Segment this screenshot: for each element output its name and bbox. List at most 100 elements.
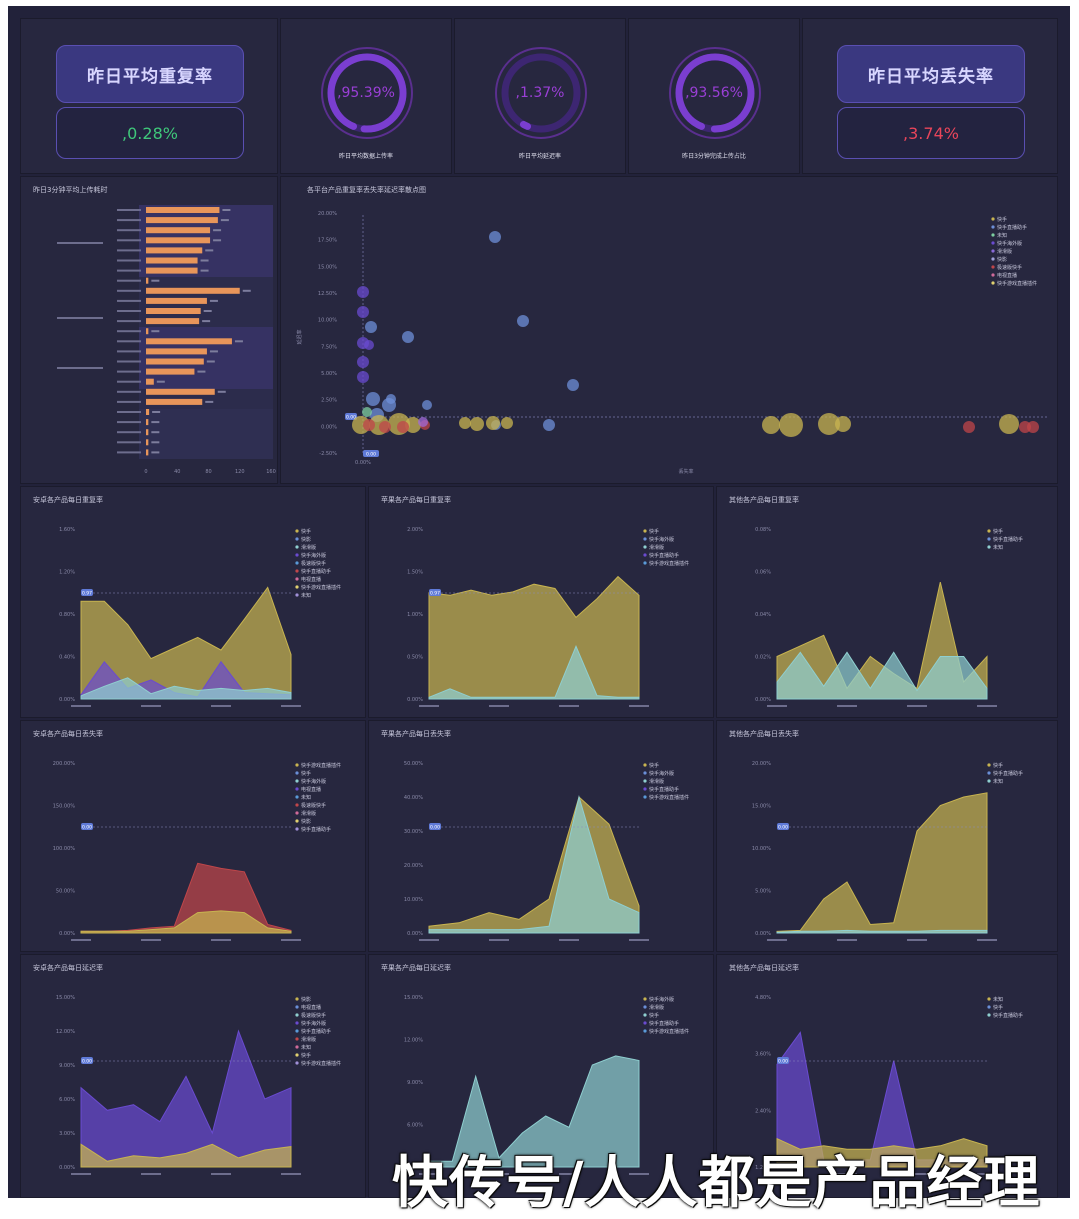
- area-legend-item: 快手: [301, 770, 311, 777]
- bar-category-label: [117, 289, 141, 292]
- bar-value-label: [152, 411, 161, 413]
- scatter-legend-item: 未知: [997, 232, 1007, 239]
- area-legend-swatch: [987, 529, 991, 533]
- area-y-tick: 0.80%: [59, 612, 75, 618]
- gauge-value: ,95.39%: [337, 85, 395, 101]
- area-y-tick: 6.00%: [407, 1123, 423, 1129]
- area-legend-item: 快手直播助手: [301, 826, 331, 833]
- area-y-tick: 10.00%: [752, 846, 771, 852]
- area-marker-label: 0.00: [778, 825, 788, 831]
- area-x-tick: [71, 939, 91, 941]
- area-legend-item: 快手: [993, 762, 1003, 769]
- area-y-tick: 0.00%: [755, 931, 771, 937]
- scatter-point: [567, 379, 579, 391]
- bar-category-label: [117, 431, 141, 434]
- area-legend-item: 滑滑版: [301, 1036, 316, 1043]
- area-y-tick: 9.00%: [59, 1063, 75, 1069]
- area-marker-label: 0.00: [778, 1059, 788, 1065]
- area-y-tick: 1.00%: [407, 612, 423, 618]
- area-x-tick: [629, 1173, 649, 1175]
- area-y-tick: 15.00%: [404, 995, 423, 1001]
- area-legend-swatch: [295, 1045, 299, 1049]
- scatter-legend-swatch: [991, 225, 995, 229]
- area-legend-item: 滑滑版: [649, 778, 664, 785]
- area-y-tick: 0.00%: [755, 697, 771, 703]
- ios-repeat-panel: 苹果各产品每日重复率 2.00% 1.50% 1.00% 0.50% 0.00% 0.97…: [368, 486, 714, 718]
- area-legend-item: 快手: [993, 1004, 1003, 1011]
- ios-delay-panel: 苹果各产品每日延迟率 15.00% 12.00% 9.00% 6.00% 3.00% 快手…: [368, 954, 714, 1198]
- bar-category-label: [117, 350, 141, 353]
- area-marker-badge: [777, 823, 789, 830]
- area-legend-item: 快手海外版: [301, 778, 326, 785]
- area-y-tick: 0.04%: [755, 612, 771, 618]
- scatter-y-tick: 12.50%: [318, 291, 337, 297]
- panel-title: 苹果各产品每日重复率: [381, 496, 451, 504]
- bar-value-label: [242, 289, 251, 292]
- area-y-tick: 0.00%: [407, 697, 423, 703]
- scatter-point: [470, 417, 484, 431]
- scatter-legend-item: 快手: [997, 216, 1007, 223]
- scatter-y-tick: 20.00%: [318, 211, 337, 217]
- area-y-tick: 200.00%: [53, 761, 75, 767]
- area-marker-badge: [81, 823, 93, 830]
- area-legend-item: 电视直播: [301, 576, 321, 583]
- area-x-tick: [837, 705, 857, 707]
- area-legend-item: 快手海外版: [649, 770, 674, 777]
- area-marker-badge: [429, 823, 441, 830]
- area-y-tick: 20.00%: [404, 863, 423, 869]
- area-x-tick: [281, 1173, 301, 1175]
- area-legend-swatch: [987, 1005, 991, 1009]
- area-y-tick: 0.00%: [59, 931, 75, 937]
- loss-rate-label: 昨日平均丢失率: [837, 45, 1025, 103]
- area-legend-swatch: [987, 771, 991, 775]
- area-legend-swatch: [295, 1029, 299, 1033]
- area-legend-item: 快手: [301, 1052, 311, 1059]
- area-legend-item: 滑滑版: [649, 544, 664, 551]
- area-legend-item: 快手直播助手: [649, 786, 679, 793]
- area-legend-swatch: [987, 545, 991, 549]
- scatter-point: [364, 340, 374, 350]
- bar: [146, 419, 149, 426]
- area-legend-item: 滑滑版: [301, 544, 316, 551]
- area-series: [80, 586, 292, 700]
- area-y-tick: 0.06%: [755, 570, 771, 576]
- area-legend-item: 未知: [993, 996, 1003, 1003]
- bar: [146, 308, 201, 314]
- area-x-tick: [629, 705, 649, 707]
- android-repeat-chart: 1.60% 1.20% 0.80% 0.40% 0.00% 0.97 快手快影滑滑版快手海外…: [59, 527, 341, 707]
- bar-x-tick: 120: [235, 469, 245, 475]
- area-legend-item: 滑滑版: [301, 810, 316, 817]
- area-x-tick: [141, 705, 161, 707]
- repeat-rate-value: ,0.28%: [56, 107, 244, 159]
- area-x-tick: [629, 939, 649, 941]
- scatter-legend-item: 滑滑版: [997, 248, 1012, 255]
- scatter-point: [1027, 421, 1039, 433]
- area-legend-swatch: [295, 819, 299, 823]
- area-x-tick: [977, 1173, 997, 1175]
- bar: [146, 287, 240, 294]
- area-legend-item: 快手游戏直播插件: [301, 584, 341, 591]
- bar-category-label: [117, 451, 141, 454]
- area-legend-swatch: [295, 529, 299, 533]
- scatter-point: [357, 286, 369, 298]
- area-x-tick: [211, 1173, 231, 1175]
- bar-category-label: [117, 320, 141, 323]
- area-legend-swatch: [295, 569, 299, 573]
- area-legend-item: 快手直播助手: [301, 568, 331, 575]
- area-legend-swatch: [295, 577, 299, 581]
- area-series: [428, 1055, 640, 1168]
- other-repeat-panel: 其他各产品每日重复率 0.08% 0.06% 0.04% 0.02% 0.00% 快手 快手…: [716, 486, 1058, 718]
- panel-title: 各平台产品重复率丢失率延迟率散点图: [307, 186, 426, 194]
- area-legend-swatch: [643, 1021, 647, 1025]
- area-marker-label: 0.00: [430, 825, 440, 831]
- bar-x-tick: 80: [205, 469, 211, 475]
- repeat-rate-label: 昨日平均重复率: [56, 45, 244, 103]
- area-legend-swatch: [643, 561, 647, 565]
- scatter-point: [386, 394, 396, 404]
- scatter-y-tick: -2.50%: [319, 451, 337, 457]
- area-legend-item: 快手直播助手: [301, 1028, 331, 1035]
- panel-title: 苹果各产品每日丢失率: [381, 730, 451, 738]
- bar-category-label: [117, 209, 141, 211]
- bar-value-label: [197, 370, 206, 373]
- area-y-tick: 20.00%: [752, 761, 771, 767]
